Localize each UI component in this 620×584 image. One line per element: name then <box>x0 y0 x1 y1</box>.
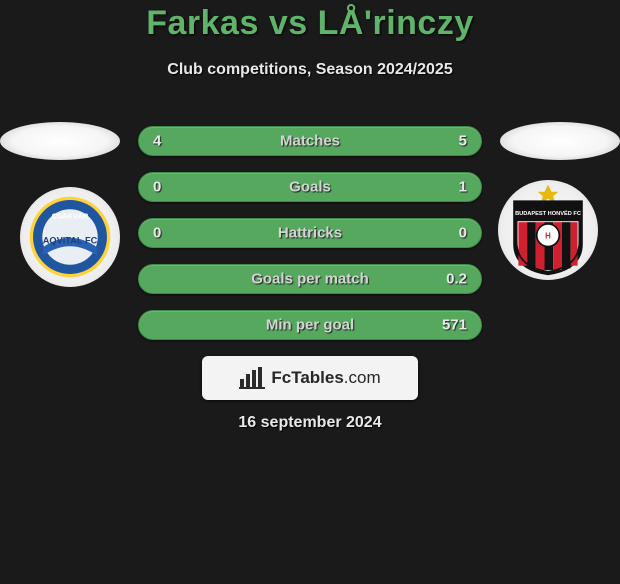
stat-right-value: 571 <box>442 317 467 334</box>
subtitle: Club competitions, Season 2024/2025 <box>0 61 620 79</box>
stat-label: Min per goal <box>266 317 354 334</box>
stat-label: Hattricks <box>278 225 342 242</box>
stat-left-value: 4 <box>153 133 161 150</box>
club-crest-left: CSAKVAR AQVITAL FC <box>20 187 120 287</box>
svg-text:BUDAPEST HONVÉD FC: BUDAPEST HONVÉD FC <box>515 209 581 217</box>
stat-right-value: 5 <box>459 133 467 150</box>
stat-label: Goals <box>289 179 331 196</box>
player-photo-left <box>0 122 120 160</box>
svg-text:H: H <box>545 232 551 241</box>
club-crest-right: BUDAPEST HONVÉD FC H <box>498 180 598 280</box>
stat-row-hattricks: 0 Hattricks 0 <box>138 218 482 248</box>
footer-date: 16 september 2024 <box>238 414 381 432</box>
stat-right-value: 0 <box>459 225 467 242</box>
stat-row-matches: 4 Matches 5 <box>138 126 482 156</box>
brand-prefix: Fc <box>271 368 291 387</box>
svg-text:CSAKVAR: CSAKVAR <box>52 212 89 221</box>
brand-text: FcTables.com <box>271 368 380 388</box>
stat-row-mpg: Min per goal 571 <box>138 310 482 340</box>
brand-main: Tables <box>291 368 344 387</box>
stat-row-goals: 0 Goals 1 <box>138 172 482 202</box>
stat-label: Matches <box>280 133 340 150</box>
player-photo-right <box>500 122 620 160</box>
stat-label: Goals per match <box>251 271 369 288</box>
stat-left-value: 0 <box>153 225 161 242</box>
stat-right-value: 1 <box>459 179 467 196</box>
stat-right-value: 0.2 <box>446 271 467 288</box>
stat-left-value: 0 <box>153 179 161 196</box>
stat-row-gpm: Goals per match 0.2 <box>138 264 482 294</box>
brand-suffix: .com <box>344 368 381 387</box>
brand-badge[interactable]: FcTables.com <box>202 356 418 400</box>
bar-chart-icon <box>239 367 265 389</box>
stats-rows: 4 Matches 5 0 Goals 1 0 Hattricks 0 Goal… <box>138 126 482 356</box>
honved-crest-icon: BUDAPEST HONVÉD FC H <box>504 183 592 277</box>
page-title: Farkas vs LÅ'rinczy <box>0 4 620 43</box>
aqvital-crest-icon: CSAKVAR AQVITAL FC <box>28 195 112 279</box>
svg-text:AQVITAL FC: AQVITAL FC <box>43 236 98 246</box>
